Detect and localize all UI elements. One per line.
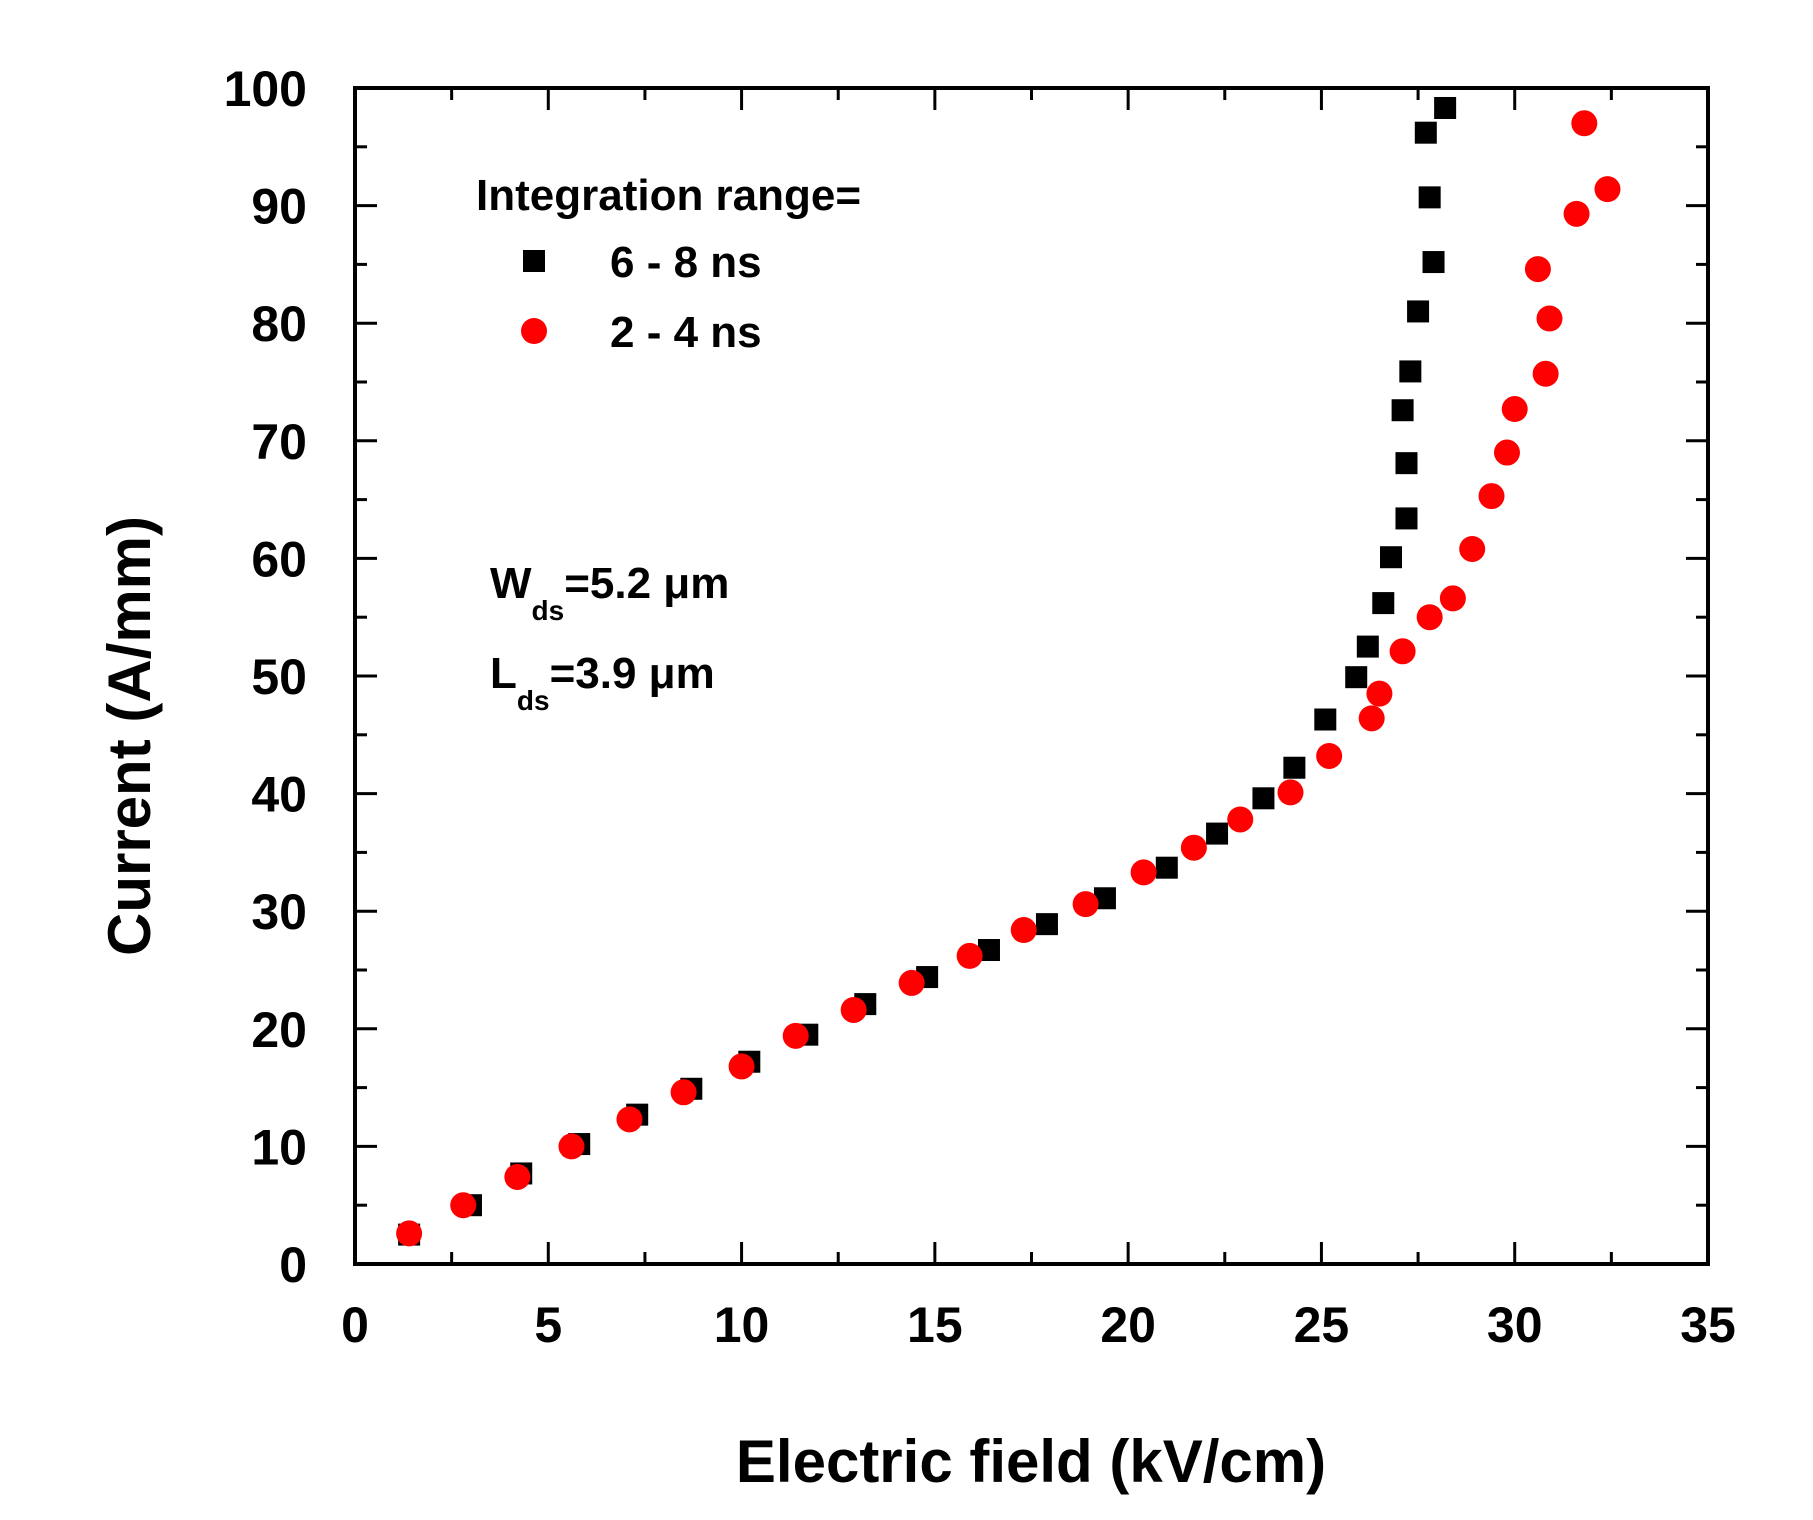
axis-ticks <box>353 86 1710 1266</box>
y-axis-title: Current (A/mm) <box>96 516 163 956</box>
data-point-circle <box>728 1053 755 1080</box>
data-points <box>396 96 1621 1247</box>
data-point-square <box>1372 592 1395 615</box>
data-point-circle <box>1493 439 1520 466</box>
data-point-square <box>1434 96 1457 119</box>
series <box>396 110 1621 1247</box>
data-point-square <box>1422 251 1445 274</box>
data-point-square <box>1399 360 1422 383</box>
data-point-circle <box>1010 917 1037 944</box>
x-tick-label: 30 <box>1487 1297 1543 1353</box>
legend-title: Integration range= <box>476 171 861 220</box>
data-point-circle <box>616 1106 643 1133</box>
legend-marker-circle <box>521 318 547 344</box>
data-point-square <box>1356 635 1379 658</box>
data-point-square <box>1252 787 1275 810</box>
legend-entry-label: 6 - 8 ns <box>610 238 762 287</box>
legend: Integration range= 6 - 8 ns 2 - 4 ns <box>476 171 861 357</box>
y-tick-label: 40 <box>251 767 307 823</box>
axis-tick-labels: 0 5 10 15 20 25 30 35 0 10 20 30 40 50 60 70 80 90 100 <box>224 61 1736 1353</box>
data-point-circle <box>1358 705 1385 732</box>
y-tick-label: 70 <box>251 414 307 470</box>
y-tick-label: 80 <box>251 296 307 352</box>
data-point-circle <box>1536 305 1563 332</box>
data-point-square <box>977 939 1000 962</box>
data-point-circle <box>1366 680 1393 707</box>
data-point-circle <box>1524 256 1551 283</box>
data-point-circle <box>1130 859 1157 886</box>
data-point-square <box>1314 708 1337 731</box>
x-tick-label: 35 <box>1680 1297 1736 1353</box>
annotation-wds: Wds=5.2 μm <box>490 559 729 626</box>
data-point-circle <box>1459 535 1486 562</box>
data-point-circle <box>1227 806 1254 833</box>
legend-marker-square <box>523 250 545 272</box>
data-point-circle <box>1389 638 1416 665</box>
data-point-circle <box>1277 779 1304 806</box>
data-point-square <box>1380 546 1403 569</box>
y-tick-label: 30 <box>251 884 307 940</box>
data-point-circle <box>1072 891 1099 918</box>
data-point-circle <box>1439 585 1466 612</box>
y-tick-label: 20 <box>251 1002 307 1058</box>
x-tick-label: 10 <box>714 1297 770 1353</box>
data-point-square <box>1391 399 1414 422</box>
data-point-circle <box>1416 604 1443 631</box>
data-point-circle <box>898 969 925 996</box>
data-point-square <box>1206 822 1229 845</box>
data-point-circle <box>1316 742 1343 769</box>
x-tick-label: 0 <box>341 1297 369 1353</box>
data-point-square <box>1345 666 1368 689</box>
data-point-circle <box>1571 110 1598 137</box>
data-point-circle <box>558 1133 585 1160</box>
data-point-circle <box>956 942 983 969</box>
data-point-circle <box>1563 200 1590 227</box>
y-tick-label: 10 <box>251 1119 307 1175</box>
x-tick-label: 15 <box>907 1297 963 1353</box>
data-point-circle <box>1501 396 1528 423</box>
data-point-square <box>1093 887 1116 910</box>
data-point-square <box>1155 856 1178 879</box>
data-point-circle <box>1180 834 1207 861</box>
x-tick-label: 25 <box>1294 1297 1350 1353</box>
data-point-circle <box>1594 176 1621 203</box>
x-tick-label: 20 <box>1100 1297 1156 1353</box>
data-point-square <box>1395 452 1418 475</box>
data-point-square <box>1395 507 1418 530</box>
data-point-circle <box>504 1163 531 1190</box>
data-point-square <box>1035 913 1058 936</box>
x-tick-label: 5 <box>534 1297 562 1353</box>
annotation-lds: Lds=3.9 μm <box>490 649 715 716</box>
data-point-circle <box>782 1022 809 1049</box>
x-axis-title: Electric field (kV/cm) <box>736 1428 1326 1495</box>
legend-entry-label: 2 - 4 ns <box>610 308 762 357</box>
y-tick-label: 90 <box>251 179 307 235</box>
data-point-square <box>1418 186 1441 209</box>
data-point-circle <box>670 1079 697 1106</box>
y-tick-label: 100 <box>224 61 307 117</box>
data-point-square <box>1283 756 1306 779</box>
data-point-circle <box>396 1220 423 1247</box>
data-point-circle <box>450 1192 477 1219</box>
data-point-circle <box>1532 360 1559 387</box>
data-point-square <box>1414 121 1437 144</box>
y-tick-label: 60 <box>251 531 307 587</box>
y-tick-label: 0 <box>279 1237 307 1293</box>
y-tick-label: 50 <box>251 649 307 705</box>
data-point-circle <box>1478 483 1505 510</box>
data-point-circle <box>840 996 867 1023</box>
data-point-square <box>1407 300 1430 323</box>
